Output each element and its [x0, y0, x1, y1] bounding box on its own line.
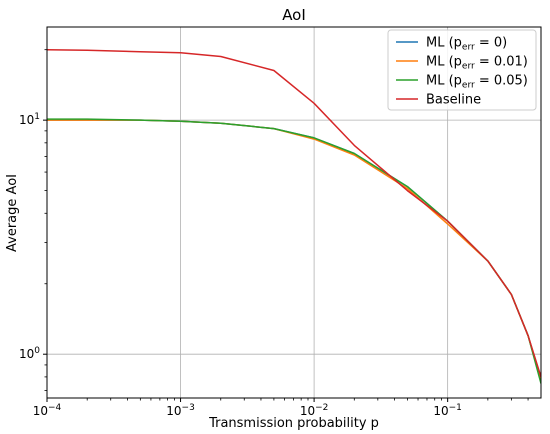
legend-label-2: ML (perr = 0.05) [426, 74, 528, 91]
series-line-2 [47, 118, 541, 384]
x-tick-label: 10−3 [166, 403, 195, 418]
x-tick-label: 10−2 [300, 403, 329, 418]
series-line-3 [47, 48, 541, 378]
x-tick-label: 10−4 [33, 403, 62, 418]
legend: ML (perr = 0) ML (perr = 0.01) ML (perr = … [387, 29, 537, 111]
x-tick-label: 10−1 [433, 403, 462, 418]
chart-title: AoI [282, 6, 306, 24]
y-tick-label: 100 [19, 346, 40, 361]
series-line-1 [47, 119, 541, 382]
x-axis-label: Transmission probability p [208, 416, 379, 431]
y-tick-label: 101 [19, 112, 40, 127]
plot-frame [46, 26, 542, 399]
legend-label-1: ML (perr = 0.01) [426, 55, 528, 72]
legend-label-0: ML (perr = 0) [426, 36, 507, 53]
legend-box [387, 29, 537, 111]
legend-label-3: Baseline [426, 93, 481, 108]
series-group [47, 48, 541, 384]
series-line-0 [47, 119, 541, 380]
y-axis-label: Average AoI [5, 174, 20, 252]
